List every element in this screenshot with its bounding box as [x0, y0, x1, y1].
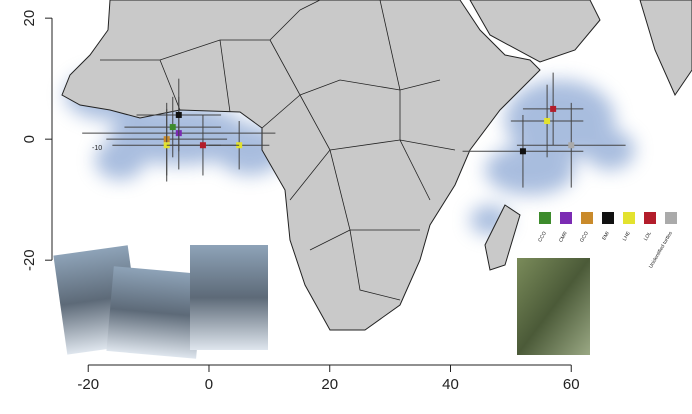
x-tick-label: 60 [563, 376, 580, 393]
photo-collage [53, 245, 590, 359]
y-tick-label: 0 [21, 135, 38, 143]
legend-swatch [644, 212, 656, 224]
land [61, 0, 692, 331]
legend-swatch [602, 212, 614, 224]
legend-swatch [560, 212, 572, 224]
x-tick-label: -20 [77, 376, 99, 393]
x-tick-label: 40 [442, 376, 459, 393]
legend-swatch [623, 212, 635, 224]
y-tick-label: -20 [21, 249, 38, 271]
legend-swatch [539, 212, 551, 224]
legend-label: Unidentified turtles [648, 230, 674, 269]
point [550, 105, 557, 112]
point [568, 142, 575, 149]
legend-label: LHE [622, 230, 632, 242]
point [519, 148, 526, 155]
x-tick-label: 0 [205, 376, 213, 393]
point [175, 111, 182, 118]
legend-label: CMR [558, 230, 569, 243]
legend-swatch [665, 212, 677, 224]
point [544, 118, 551, 125]
point [169, 124, 176, 131]
annotation: -10 [92, 145, 102, 152]
legend-label: GCO [579, 231, 590, 244]
point [199, 142, 206, 149]
legend-swatch [581, 212, 593, 224]
legend-label: CCO [537, 231, 548, 244]
y-tick-label: 20 [21, 10, 38, 27]
legend-label: EMI [601, 231, 611, 242]
density [65, 70, 635, 235]
legend-label: LOL [643, 230, 653, 241]
x-tick-label: 20 [321, 376, 338, 393]
